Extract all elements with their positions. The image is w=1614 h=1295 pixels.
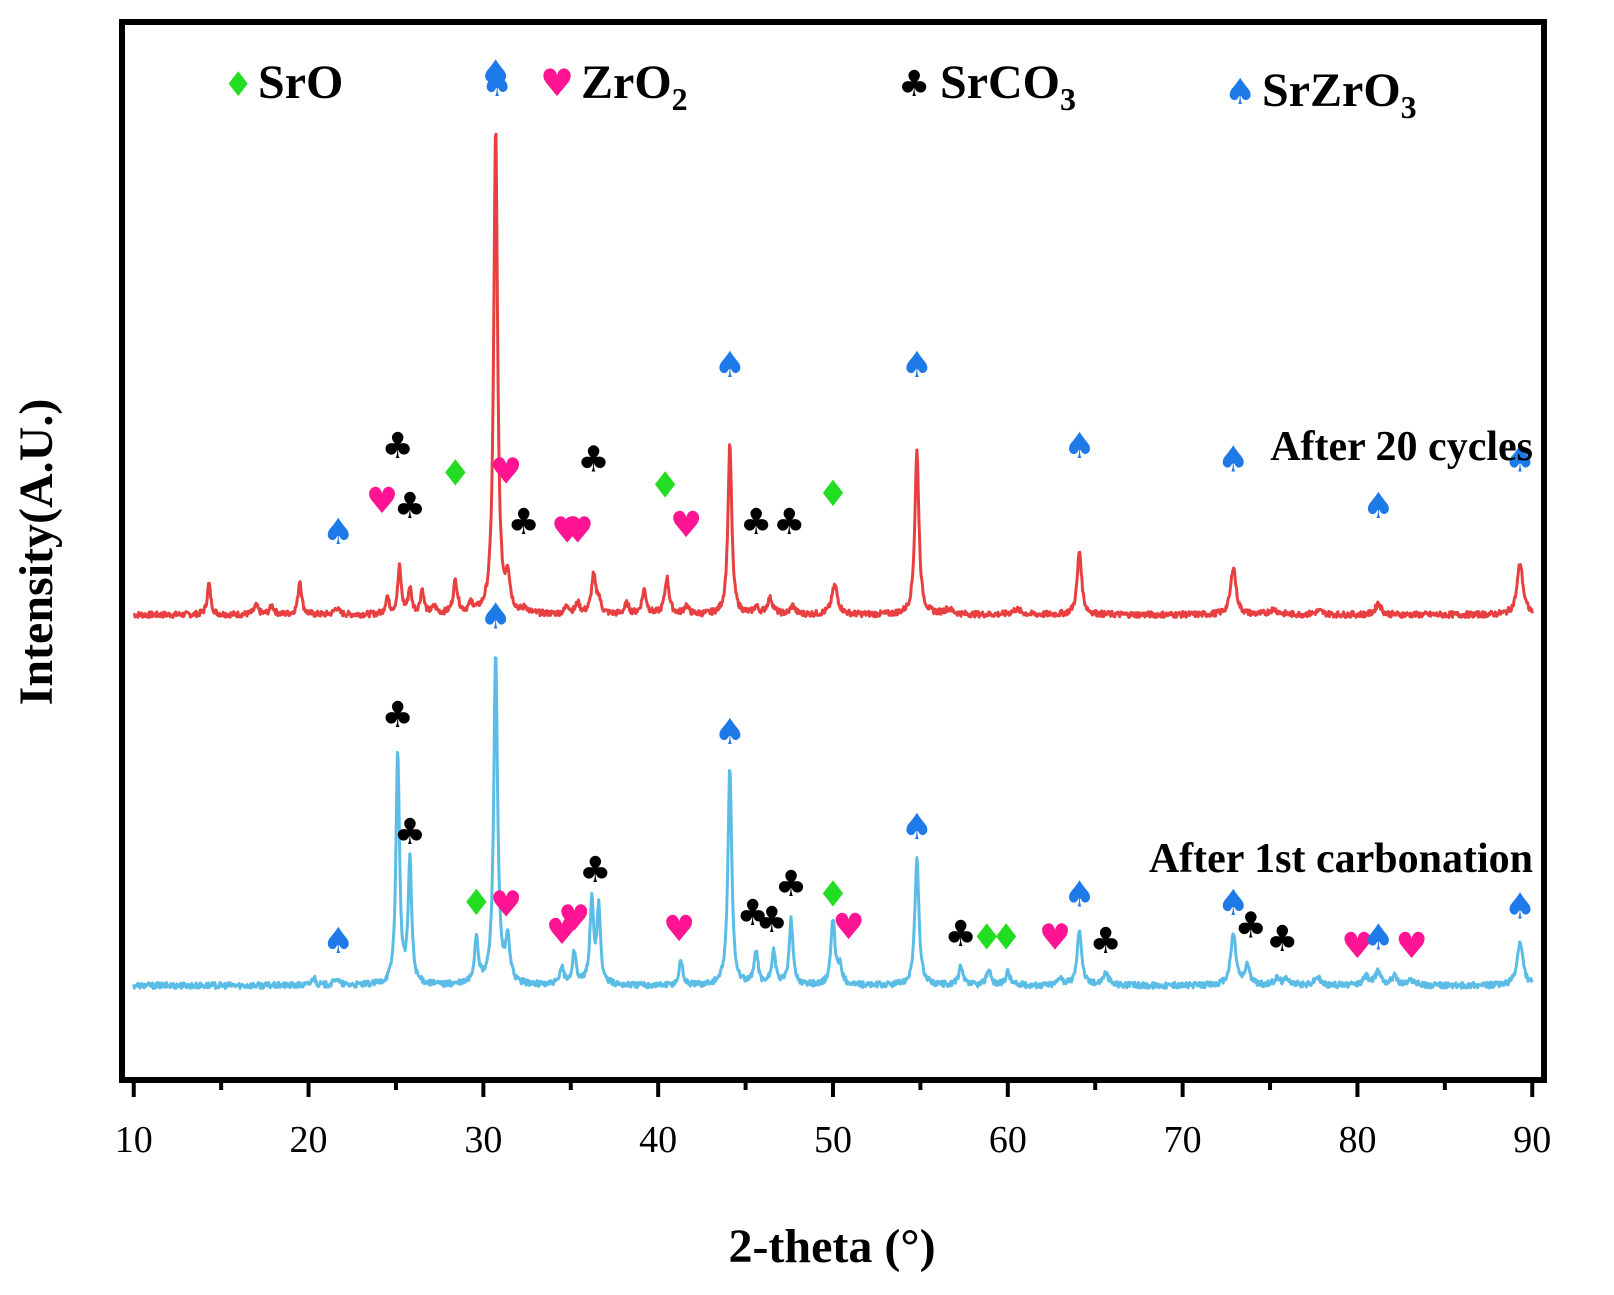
peak-marker-spade-icon: ♠ xyxy=(1362,486,1394,527)
marker-layer: ♠♥♣♣♦♠♥♣ ♥♥♣♦♥♠♣ ♣♦♠♠ ♠♠♠♠♣♣♦♠♥♥♥♣♥♠♣♣♣ ♦♥♠♣… xyxy=(322,53,1536,967)
peak-marker-club-icon: ♣ xyxy=(773,502,805,543)
legend-entry-sro: ♦ SrO xyxy=(223,56,343,109)
peak-marker-club-icon: ♣ xyxy=(382,695,414,736)
peak-marker-spade-icon: ♠ xyxy=(1362,917,1394,958)
peak-marker-spade-icon: ♠ xyxy=(901,345,933,386)
legend-entry-srzro3: ♠ SrZrO3 xyxy=(1224,64,1417,125)
x-tick-label: 40 xyxy=(639,1119,677,1161)
peak-marker-club-icon: ♣ xyxy=(579,850,611,891)
legend-label-srco3-main: SrCO xyxy=(940,56,1060,109)
legend-label-srzro3-sub: 3 xyxy=(1401,89,1417,125)
peak-marker-spade-icon: ♠ xyxy=(1504,886,1536,927)
peak-marker-heart-icon: ♥ xyxy=(1039,917,1071,958)
peak-marker-heart-icon: ♥ xyxy=(558,898,590,939)
legend-label-srzro3-main: SrZrO xyxy=(1262,64,1401,117)
series-line-after-1st-carbonation xyxy=(132,656,1534,990)
peak-marker-diamond-icon: ♦ xyxy=(817,474,849,515)
peak-marker-heart-icon: ♥ xyxy=(670,505,702,546)
peak-marker-club-icon: ♣ xyxy=(577,440,609,481)
legend-label-srco3-sub: 3 xyxy=(1060,81,1076,117)
peak-marker-heart-icon: ♥ xyxy=(546,912,578,953)
x-tick-label: 20 xyxy=(290,1119,328,1161)
peak-marker-club-icon: ♣ xyxy=(736,893,768,934)
peak-marker-club-icon: ♣ xyxy=(1235,905,1267,946)
peak-marker-spade-icon: ♠ xyxy=(479,53,511,94)
peak-marker-spade-icon: ♠ xyxy=(1063,874,1095,915)
peak-marker-club-icon: ♣ xyxy=(944,914,976,955)
peak-marker-club-icon: ♣ xyxy=(394,812,426,853)
heart-icon: ♥ xyxy=(540,61,574,105)
peak-marker-club-icon: ♣ xyxy=(1266,919,1298,960)
club-icon: ♣ xyxy=(898,64,930,105)
x-tick-label: 70 xyxy=(1164,1119,1202,1161)
x-axis-ticks: 10 20 30 40 50 60 70 80 90 xyxy=(115,1080,1551,1161)
peak-marker-heart-icon: ♥ xyxy=(366,481,398,522)
peak-marker-spade-icon: ♠ xyxy=(479,597,511,638)
peak-marker-diamond-icon: ♦ xyxy=(817,874,849,915)
peak-marker-diamond-icon: ♦ xyxy=(990,917,1022,958)
legend-label-srco3: SrCO3 xyxy=(940,56,1076,117)
peak-marker-heart-icon: ♥ xyxy=(663,909,695,950)
peak-marker-club-icon: ♣ xyxy=(740,502,772,543)
peak-marker-spade-icon: ♠ xyxy=(322,512,354,553)
legend-label-srzro3: SrZrO3 xyxy=(1262,64,1417,125)
peak-marker-spade-icon: ♠ xyxy=(714,712,746,753)
peak-marker-club-icon: ♣ xyxy=(382,426,414,467)
peak-marker-spade-icon: ♠ xyxy=(1217,440,1249,481)
peak-marker-spade-icon: ♠ xyxy=(901,807,933,848)
peak-marker-diamond-icon: ♦ xyxy=(460,883,492,924)
legend-label-zro2-main: ZrO xyxy=(581,56,672,109)
peak-marker-diamond-icon: ♦ xyxy=(649,466,681,507)
peak-marker-spade-icon: ♠ xyxy=(1504,440,1536,481)
x-tick-label: 60 xyxy=(989,1119,1027,1161)
peak-marker-heart-icon: ♥ xyxy=(490,885,522,926)
legend-entry-srco3: ♣ SrCO3 xyxy=(898,56,1076,117)
legend-label-sro: SrO xyxy=(258,56,343,109)
peak-marker-club-icon: ♣ xyxy=(394,486,426,527)
x-tick-label: 90 xyxy=(1513,1119,1551,1161)
peak-marker-spade-icon: ♠ xyxy=(1217,883,1249,924)
peak-marker-diamond-icon: ♦ xyxy=(971,917,1003,958)
peak-marker-club-icon: ♣ xyxy=(507,502,539,543)
peak-marker-spade-icon: ♠ xyxy=(322,921,354,962)
peak-marker-club-icon: ♣ xyxy=(775,864,807,905)
legend-label-zro2: ZrO2 xyxy=(581,56,688,117)
annotation-after-1st-carbonation: After 1st carbonation xyxy=(1149,836,1533,882)
x-axis-label: 2-theta (°) xyxy=(728,1220,935,1273)
peak-marker-heart-icon: ♥ xyxy=(833,907,865,948)
x-tick-label: 30 xyxy=(464,1119,502,1161)
peak-marker-diamond-icon: ♦ xyxy=(439,454,471,495)
legend: ♦ SrO ♠ ♥ ZrO2 ♣ SrCO3 ♠ SrZrO3 xyxy=(223,56,1417,125)
spade-icon: ♠ xyxy=(1224,72,1256,113)
series-layer xyxy=(132,132,1534,990)
peak-marker-club-icon: ♣ xyxy=(756,900,788,941)
annotation-after-20-cycles: After 20 cycles xyxy=(1270,424,1533,470)
diamond-icon: ♦ xyxy=(223,65,253,105)
legend-entry-zro2: ♥ ZrO2 xyxy=(540,56,688,117)
peak-marker-heart-icon: ♥ xyxy=(1395,926,1427,967)
peak-marker-heart-icon: ♥ xyxy=(490,452,522,493)
spade-icon: ♠ xyxy=(481,64,513,105)
peak-marker-heart-icon: ♥ xyxy=(562,510,594,551)
peak-marker-club-icon: ♣ xyxy=(1090,921,1122,962)
series-line-after-20-cycles xyxy=(132,132,1534,619)
y-axis-label: Intensity(A.U.) xyxy=(10,399,63,706)
legend-label-zro2-sub: 2 xyxy=(672,81,688,117)
x-tick-label: 80 xyxy=(1338,1119,1376,1161)
x-tick-label: 50 xyxy=(814,1119,852,1161)
peak-marker-heart-icon: ♥ xyxy=(551,510,583,551)
peak-marker-spade-icon: ♠ xyxy=(714,345,746,386)
x-tick-label: 10 xyxy=(115,1119,153,1161)
peak-marker-heart-icon: ♥ xyxy=(1341,926,1373,967)
peak-marker-spade-icon: ♠ xyxy=(1063,426,1095,467)
